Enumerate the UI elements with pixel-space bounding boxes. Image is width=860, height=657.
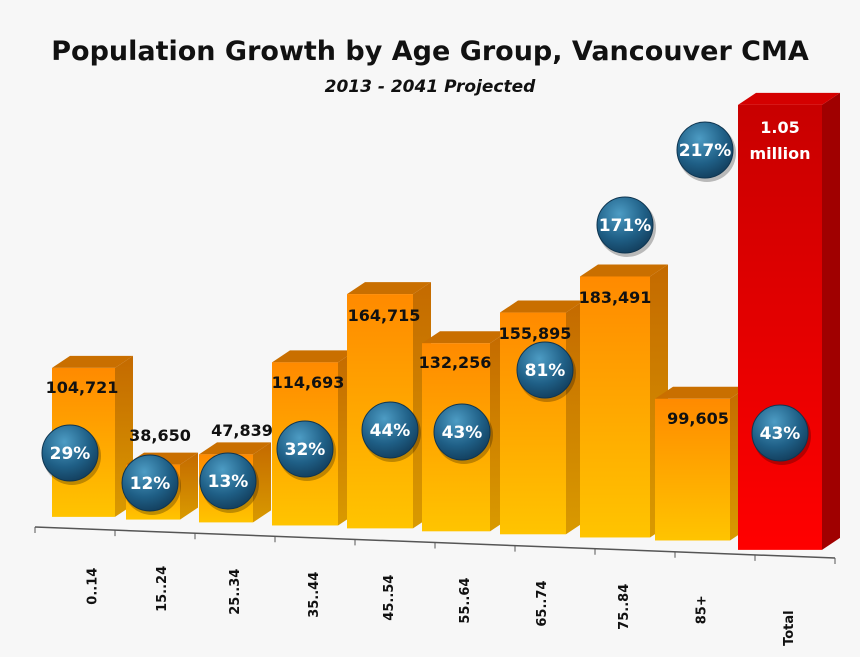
growth-bubble (41, 424, 99, 482)
growth-label: 171% (599, 216, 652, 236)
x-tick-label: Total (782, 610, 797, 646)
value-label: 155,895 (499, 324, 572, 343)
value-label: 99,605 (667, 409, 729, 428)
growth-label: 217% (679, 141, 732, 161)
growth-label: 43% (760, 424, 801, 444)
total-value-label: 1.05 (760, 118, 799, 137)
bar-total (738, 92, 840, 550)
growth-label: 32% (285, 440, 326, 460)
bar-top (272, 350, 356, 363)
x-tick-label: 85+ (695, 595, 710, 624)
bar-top (738, 92, 840, 105)
growth-bubble (121, 454, 179, 512)
growth-label: 12% (130, 474, 171, 494)
growth-bubble (751, 404, 809, 462)
x-tick-label: 65..74 (535, 581, 550, 627)
x-tick-label: 15..24 (155, 566, 170, 612)
growth-bubble (199, 452, 257, 510)
bar-front (655, 398, 730, 541)
growth-bubble (433, 403, 491, 461)
growth-bubble (516, 341, 574, 399)
growth-label: 43% (442, 423, 483, 443)
growth-label: 81% (525, 361, 566, 381)
value-label: 38,650 (129, 426, 191, 445)
bar-side (180, 452, 198, 520)
bar-top (580, 264, 668, 277)
growth-label: 29% (50, 444, 91, 464)
bar-top (199, 442, 271, 455)
value-label: 104,721 (46, 378, 119, 397)
bar-top (52, 355, 133, 368)
growth-bubble (361, 401, 419, 459)
x-tick-label: 75..84 (617, 584, 632, 630)
growth-bubble (276, 420, 334, 478)
value-label: 132,256 (419, 353, 492, 372)
x-tick-label: 55..64 (458, 578, 473, 624)
value-label: 164,715 (348, 306, 421, 325)
bar-top (347, 282, 431, 295)
x-tick-label: 0..14 (86, 568, 101, 605)
value-label: 114,693 (272, 373, 345, 392)
chart-title: Population Growth by Age Group, Vancouve… (51, 36, 809, 67)
growth-bubble (596, 196, 654, 254)
growth-label: 13% (208, 472, 249, 492)
bar-side (253, 442, 271, 523)
total-value-label: million (750, 144, 811, 163)
growth-bubble (676, 121, 734, 179)
bar-front (738, 104, 822, 550)
value-label: 183,491 (579, 288, 652, 307)
bar-top (500, 300, 584, 313)
value-label: 47,839 (211, 421, 273, 440)
x-tick-label: 25..34 (228, 569, 243, 615)
bar-side (822, 92, 840, 550)
chart-subtitle: 2013 - 2041 Projected (324, 77, 536, 97)
bar-top (655, 386, 748, 399)
growth-label: 44% (370, 421, 411, 441)
x-tick-label: 45..54 (382, 575, 397, 621)
x-tick-label: 35..44 (307, 572, 322, 618)
bar-top (422, 331, 508, 344)
bar-front (580, 276, 650, 538)
